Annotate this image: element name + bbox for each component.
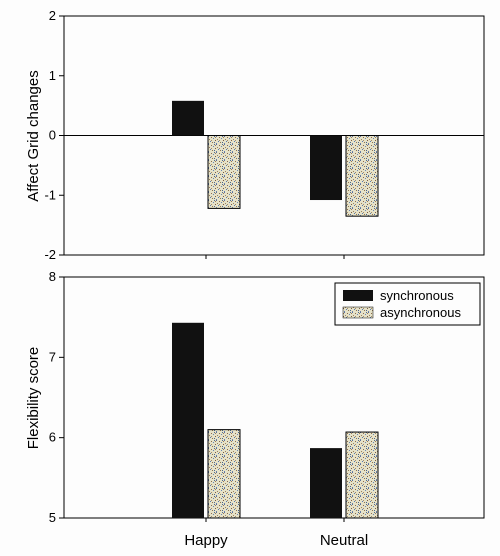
legend-label-synchronous: synchronous bbox=[380, 288, 454, 303]
y-tick-label: -2 bbox=[44, 247, 56, 262]
y-axis-title: Flexibility score bbox=[25, 347, 42, 450]
bar-asynchronous-happy bbox=[207, 135, 241, 209]
y-tick-label: -1 bbox=[44, 187, 56, 202]
legend: synchronous asynchronous bbox=[334, 282, 481, 326]
affect-grid-panel: Affect Grid changes 2 1 0 -1 -2 bbox=[25, 8, 485, 262]
bar-group bbox=[172, 322, 379, 519]
bar-synchronous-happy bbox=[172, 100, 204, 136]
bar-asynchronous-neutral bbox=[345, 431, 379, 519]
bar-synchronous-neutral bbox=[310, 448, 342, 518]
y-axis-ticks: 2 1 0 -1 -2 bbox=[44, 8, 484, 262]
y-tick-label: 5 bbox=[49, 510, 56, 525]
y-axis-title: Affect Grid changes bbox=[25, 70, 42, 201]
y-tick-label: 2 bbox=[49, 8, 56, 23]
legend-swatch-synchronous bbox=[343, 290, 373, 301]
bar-asynchronous-neutral bbox=[345, 135, 379, 217]
y-axis-ticks: 8 7 6 5 bbox=[49, 269, 345, 525]
flexibility-panel: Flexibility score 8 7 6 5 synchronous async… bbox=[25, 269, 485, 525]
legend-label-asynchronous: asynchronous bbox=[380, 305, 461, 320]
y-tick-label: 7 bbox=[49, 349, 56, 364]
y-tick-label: 8 bbox=[49, 269, 56, 284]
bar-synchronous-happy bbox=[172, 322, 204, 518]
y-tick-label: 0 bbox=[49, 128, 56, 143]
x-axis-labels: Happy Neutral bbox=[184, 532, 368, 549]
plot-frame bbox=[63, 276, 485, 519]
bar-asynchronous-happy bbox=[207, 429, 241, 519]
legend-swatch-asynchronous bbox=[342, 306, 374, 319]
bar-synchronous-neutral bbox=[310, 135, 342, 201]
y-tick-label: 1 bbox=[49, 68, 56, 83]
x-category-label: Happy bbox=[184, 532, 228, 549]
x-category-label: Neutral bbox=[320, 532, 368, 549]
bar-group bbox=[172, 100, 379, 217]
y-tick-label: 6 bbox=[49, 430, 56, 445]
